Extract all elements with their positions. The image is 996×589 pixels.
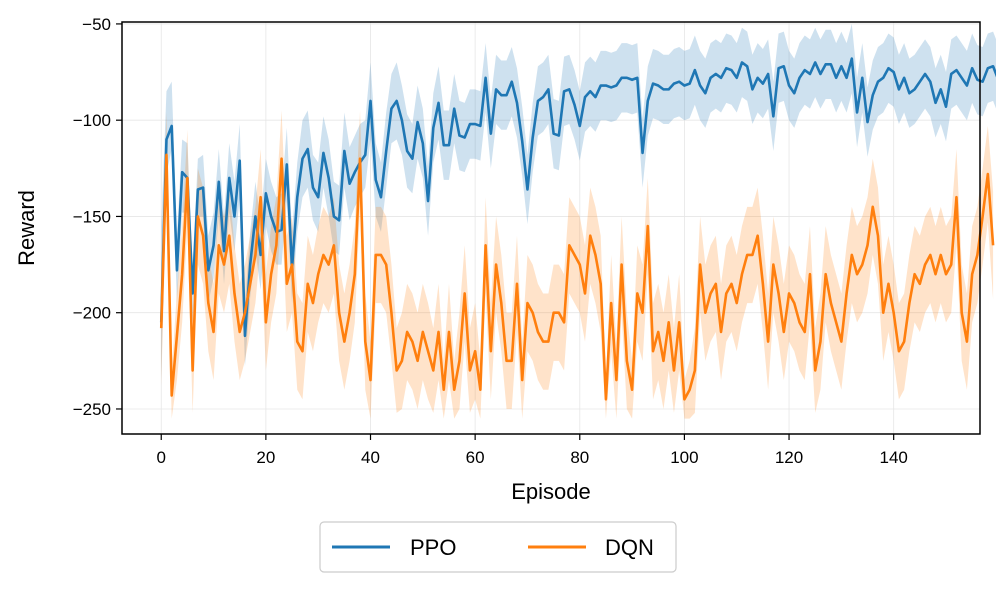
x-axis-title: Episode [511,479,591,504]
x-tick-label: 80 [570,448,589,467]
x-tick-label: 40 [361,448,380,467]
legend: PPO DQN [319,521,677,573]
x-tick-label: 0 [157,448,166,467]
legend-box [319,521,677,573]
x-tick-label: 100 [670,448,698,467]
y-axis-title: Reward [14,190,39,266]
x-tick-label: 60 [466,448,485,467]
x-tick-label: 20 [256,448,275,467]
series-lines [159,57,996,401]
y-tick-label: −100 [73,111,111,130]
y-tick-label: −150 [73,207,111,226]
axis-ticks: 0 20 40 60 80 100 120 140 −50 −100 −150 −200 −250 [73,15,908,467]
y-tick-label: −200 [73,304,111,323]
legend-label-dqn: DQN [605,535,654,560]
x-tick-label: 120 [775,448,803,467]
line-dqn [159,153,995,401]
plot-frame [121,21,981,435]
y-tick-label: −50 [82,15,111,34]
y-tick-label: −250 [73,400,111,419]
x-tick-label: 140 [879,448,907,467]
line-ppo [159,57,996,338]
band-dqn [161,110,994,419]
legend-label-ppo: PPO [410,535,456,560]
